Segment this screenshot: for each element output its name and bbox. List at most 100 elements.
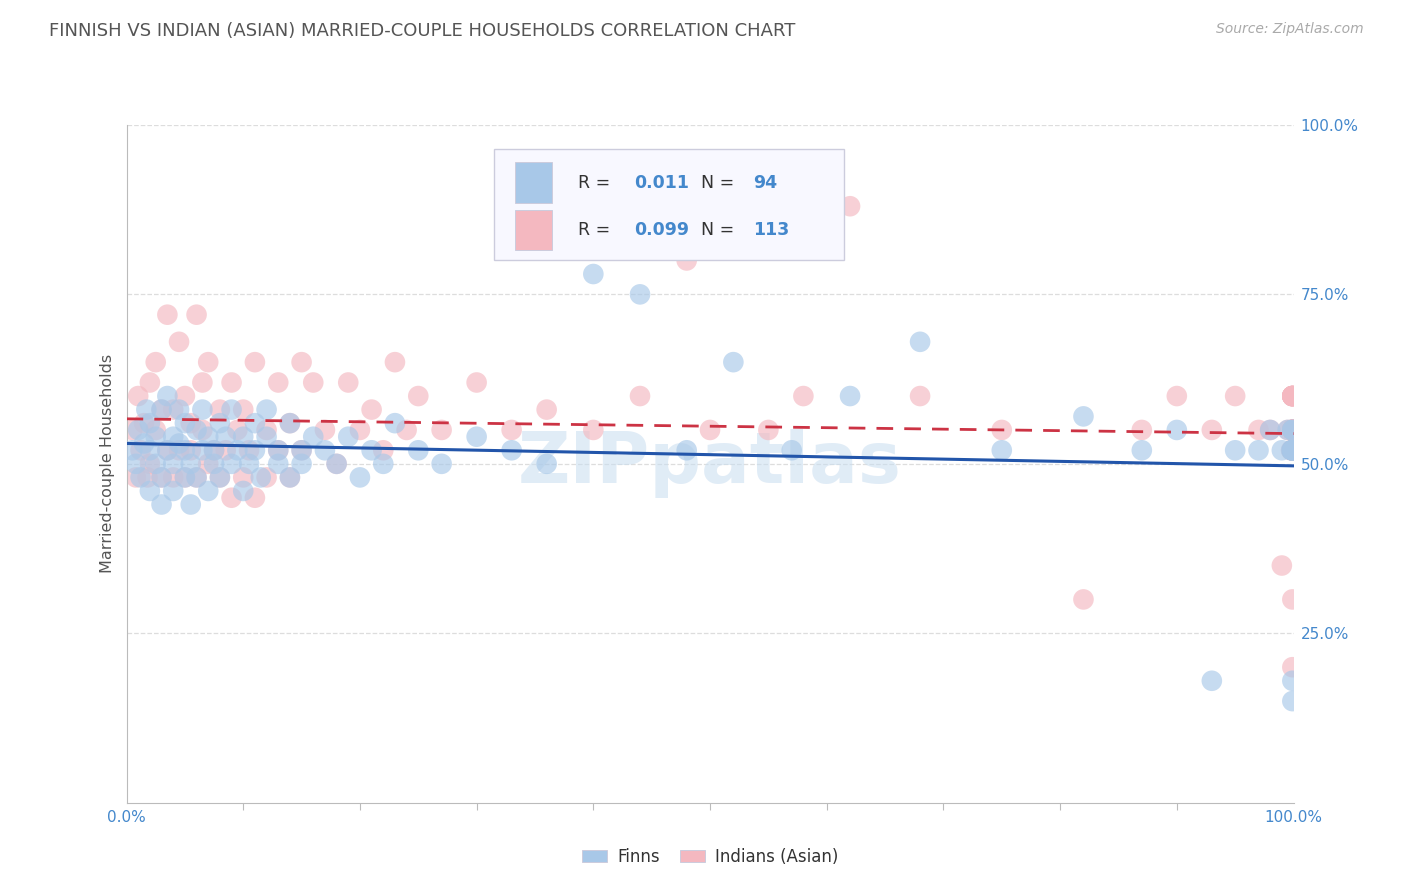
Point: [395, 423, 418, 437]
Point: [238, 443, 260, 458]
Point: [430, 457, 453, 471]
Point: [1281, 423, 1303, 437]
Point: [1281, 423, 1303, 437]
Point: [1258, 423, 1281, 437]
Point: [267, 443, 290, 458]
Point: [150, 470, 173, 484]
Text: 113: 113: [754, 221, 789, 239]
Point: [1279, 443, 1302, 458]
Point: [465, 376, 488, 390]
Point: [314, 423, 336, 437]
Point: [839, 199, 862, 213]
Point: [1130, 423, 1153, 437]
Point: [150, 498, 173, 512]
Point: [1277, 423, 1299, 437]
Point: [1281, 673, 1303, 688]
Point: [208, 416, 231, 430]
Point: [990, 423, 1012, 437]
Point: [1281, 423, 1303, 437]
Point: [174, 389, 197, 403]
Point: [150, 402, 173, 417]
Point: [290, 443, 312, 458]
Point: [628, 287, 651, 301]
Point: [325, 457, 347, 471]
Point: [1281, 389, 1303, 403]
Point: [186, 470, 208, 484]
Point: [1281, 423, 1303, 437]
Point: [723, 355, 745, 369]
Point: [1281, 443, 1303, 458]
Point: [243, 491, 266, 505]
Point: [628, 389, 651, 403]
Point: [349, 470, 371, 484]
Point: [1281, 443, 1303, 458]
FancyBboxPatch shape: [515, 162, 553, 202]
Point: [127, 389, 149, 403]
Point: [314, 443, 336, 458]
Point: [1130, 443, 1153, 458]
Point: [278, 470, 301, 484]
Point: [150, 470, 173, 484]
Point: [180, 443, 202, 458]
Point: [221, 376, 243, 390]
Point: [174, 470, 197, 484]
Point: [1201, 673, 1223, 688]
Point: [536, 402, 558, 417]
Point: [267, 376, 290, 390]
Point: [1281, 423, 1303, 437]
Point: [145, 430, 167, 444]
Point: [167, 402, 190, 417]
Point: [536, 457, 558, 471]
Point: [129, 443, 152, 458]
Point: [145, 355, 167, 369]
Point: [167, 443, 190, 458]
Point: [1223, 443, 1246, 458]
Point: [215, 443, 238, 458]
Point: [136, 470, 159, 484]
Point: [1281, 443, 1303, 458]
Point: [1281, 443, 1303, 458]
Point: [232, 402, 254, 417]
Point: [990, 443, 1012, 458]
Text: ZIPpatlas: ZIPpatlas: [517, 429, 903, 499]
Point: [1281, 389, 1303, 403]
Point: [780, 443, 803, 458]
Point: [1166, 423, 1188, 437]
Text: 94: 94: [754, 174, 778, 192]
Point: [167, 436, 190, 450]
Text: Source: ZipAtlas.com: Source: ZipAtlas.com: [1216, 22, 1364, 37]
Point: [186, 308, 208, 322]
Point: [232, 430, 254, 444]
Point: [186, 423, 208, 437]
Point: [132, 436, 155, 450]
Point: [337, 376, 360, 390]
Point: [1281, 423, 1303, 437]
Point: [1281, 443, 1303, 458]
Point: [290, 355, 312, 369]
Point: [139, 457, 162, 471]
Point: [1281, 389, 1303, 403]
Point: [180, 498, 202, 512]
Point: [384, 416, 406, 430]
Point: [121, 443, 143, 458]
Point: [908, 334, 931, 349]
Point: [191, 376, 214, 390]
Point: [249, 470, 271, 484]
Point: [1281, 389, 1303, 403]
Point: [208, 470, 231, 484]
Point: [127, 423, 149, 437]
Point: [135, 402, 157, 417]
Point: [232, 483, 254, 498]
Point: [208, 470, 231, 484]
Point: [197, 483, 219, 498]
Point: [1281, 443, 1303, 458]
Point: [221, 402, 243, 417]
Point: [1281, 423, 1303, 437]
Point: [1281, 443, 1303, 458]
Text: N =: N =: [700, 221, 740, 239]
Point: [256, 402, 278, 417]
Point: [221, 457, 243, 471]
Point: [373, 443, 395, 458]
Point: [384, 355, 406, 369]
Point: [139, 443, 162, 458]
